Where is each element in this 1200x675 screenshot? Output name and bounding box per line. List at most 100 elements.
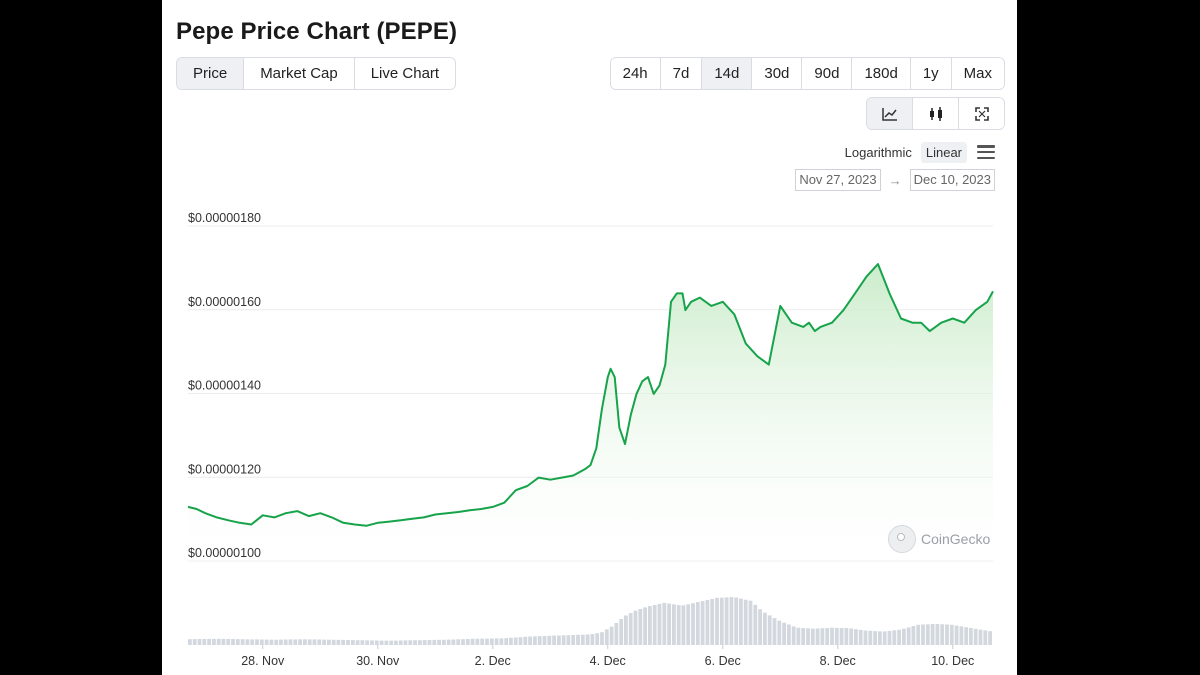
volume-bar — [590, 634, 595, 645]
volume-bar — [485, 638, 489, 645]
volume-bar — [580, 634, 585, 645]
volume-bar — [422, 640, 427, 645]
volume-bar — [796, 627, 801, 645]
volume-bar — [298, 639, 302, 645]
volume-bar — [403, 640, 408, 645]
page-title: Pepe Price Chart (PEPE) — [176, 18, 458, 45]
volume-bar — [394, 640, 398, 645]
volume-bar — [547, 635, 552, 645]
y-tick-label: $0.00000160 — [188, 295, 261, 309]
tab-price[interactable]: Price — [177, 58, 245, 89]
date-range-inputs: Nov 27, 2023 → Dec 10, 2023 — [795, 169, 995, 191]
range-180d-button[interactable]: 180d — [852, 58, 911, 89]
date-to-input[interactable]: Dec 10, 2023 — [909, 169, 995, 191]
volume-bar — [652, 605, 657, 645]
volume-bar — [748, 600, 753, 645]
volume-bar — [892, 630, 897, 645]
volume-bar — [609, 626, 614, 645]
volume-bar — [216, 638, 221, 645]
y-tick-label: $0.00000120 — [188, 462, 261, 476]
volume-bar — [355, 640, 360, 645]
volume-bar — [370, 640, 374, 645]
volume-bar — [255, 639, 259, 645]
coingecko-watermark: CoinGecko — [888, 525, 990, 553]
chart-type-tabs: Price Market Cap Live Chart — [176, 57, 457, 90]
volume-bar — [542, 636, 547, 645]
volume-bar — [897, 629, 901, 645]
volume-bar — [327, 639, 331, 645]
volume-bar — [456, 639, 461, 645]
volume-bar — [628, 613, 633, 645]
volume-bar — [312, 639, 317, 645]
volume-bar — [763, 612, 767, 645]
volume-bar — [499, 638, 504, 645]
x-tick-label: 6. Dec — [705, 654, 741, 668]
volume-bar — [221, 638, 226, 645]
volume-bar — [767, 615, 772, 645]
volume-bar — [983, 630, 988, 645]
arrow-right-icon: → — [888, 172, 902, 188]
volume-bar — [585, 634, 590, 645]
volume-bar — [331, 639, 336, 645]
volume-bar — [442, 639, 446, 645]
y-tick-label: $0.00000180 — [188, 211, 261, 225]
volume-bar — [710, 598, 715, 645]
volume-bar — [446, 639, 451, 645]
coingecko-logo-icon — [888, 525, 916, 553]
linear-scale-button[interactable]: Linear — [920, 141, 967, 163]
date-from-input[interactable]: Nov 27, 2023 — [795, 169, 881, 191]
volume-bar — [212, 638, 216, 645]
volume-bar — [432, 639, 437, 645]
volume-bar — [729, 597, 734, 645]
volume-bar — [346, 640, 350, 645]
volume-bar — [700, 601, 705, 645]
volume-bar — [465, 639, 470, 645]
tab-live-chart[interactable]: Live Chart — [354, 58, 456, 89]
volume-bar — [839, 628, 844, 645]
chart-view-toggle — [866, 97, 1005, 130]
volume-bar — [916, 624, 921, 645]
range-7d-button[interactable]: 7d — [660, 58, 703, 89]
volume-bar — [427, 640, 432, 645]
volume-bar — [648, 606, 652, 645]
volume-bar — [513, 637, 518, 645]
volume-bar — [566, 635, 571, 645]
volume-bar — [643, 607, 647, 645]
volume-bar — [226, 639, 231, 645]
range-14d-button[interactable]: 14d — [702, 58, 753, 89]
range-max-button[interactable]: Max — [951, 58, 1004, 89]
range-90d-button[interactable]: 90d — [802, 58, 853, 89]
volume-bar — [734, 597, 739, 645]
menu-icon[interactable] — [977, 145, 995, 159]
tab-market-cap[interactable]: Market Cap — [244, 58, 355, 89]
volume-bar — [461, 639, 465, 645]
volume-bar — [557, 635, 561, 645]
volume-bar — [398, 640, 403, 645]
candlestick-view-button[interactable] — [913, 98, 959, 129]
volume-bar — [667, 603, 671, 645]
volume-bar — [902, 628, 906, 645]
volume-bar — [374, 640, 379, 645]
range-1y-button[interactable]: 1y — [910, 58, 952, 89]
volume-bar — [834, 627, 839, 645]
volume-bar — [379, 640, 384, 645]
volume-bar — [715, 597, 719, 645]
volume-bar — [188, 639, 192, 645]
volume-bar — [259, 639, 264, 645]
volume-bar — [389, 640, 394, 645]
volume-bar — [489, 638, 494, 645]
range-30d-button[interactable]: 30d — [752, 58, 803, 89]
volume-bar — [264, 639, 269, 645]
volume-bar — [772, 618, 777, 645]
volume-bar — [595, 633, 600, 645]
scale-selector: Logarithmic Linear — [840, 140, 995, 164]
volume-bar — [250, 639, 255, 645]
volume-bar — [949, 624, 954, 645]
logarithmic-scale-button[interactable]: Logarithmic — [844, 144, 912, 160]
volume-bar — [528, 636, 532, 645]
line-chart-view-button[interactable] — [867, 98, 913, 129]
fullscreen-button[interactable] — [959, 98, 1004, 129]
y-tick-label: $0.00000140 — [188, 379, 261, 393]
volume-bar — [964, 627, 969, 645]
range-24h-button[interactable]: 24h — [610, 58, 661, 89]
